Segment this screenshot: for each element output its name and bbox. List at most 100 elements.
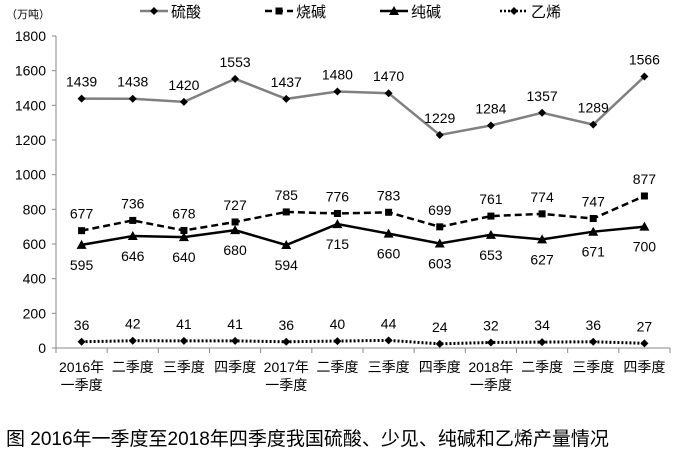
legend-label: 硫酸	[171, 4, 201, 21]
x-tick-label: 2017年	[264, 359, 309, 375]
series-1: 677 736 678 727 785 776 783 699 761 774 747 877	[70, 171, 657, 235]
data-label: 776	[326, 188, 350, 204]
triangle-marker	[639, 221, 650, 231]
x-tick-label: 三季度	[572, 359, 614, 375]
data-label: 40	[330, 316, 346, 332]
diamond-marker	[333, 337, 342, 346]
data-label: 595	[70, 257, 94, 273]
data-label: 36	[278, 317, 294, 333]
diamond-marker	[231, 336, 240, 345]
data-label: 680	[223, 242, 247, 258]
data-label: 627	[530, 251, 554, 267]
square-marker	[333, 209, 341, 217]
series-0: 1439 1438 1420 1553 1437 1480 1470 1229 1284 1357…	[66, 52, 660, 139]
triangle-marker	[230, 225, 241, 235]
diamond-marker	[77, 94, 86, 103]
data-label: 44	[381, 315, 397, 331]
square-marker	[385, 208, 393, 216]
diamond-marker	[640, 72, 649, 81]
data-label: 1470	[373, 68, 404, 84]
triangle-marker	[389, 6, 399, 15]
data-label: 34	[534, 317, 550, 333]
diamond-marker	[282, 94, 291, 103]
x-tick-label: 三季度	[368, 359, 410, 375]
x-tick-label: 一季度	[265, 377, 307, 393]
data-label: 1480	[322, 66, 353, 82]
diamond-marker	[384, 89, 393, 98]
diamond-marker	[538, 338, 547, 347]
chart-title: 图 2016年一季度至2018年四季度我国硫酸、少见、纯碱和乙烯产量情况	[6, 428, 609, 450]
diamond-marker	[179, 336, 188, 345]
square-marker	[180, 226, 188, 234]
data-label: 1566	[629, 52, 660, 68]
data-label: 594	[275, 257, 299, 273]
legend: 硫酸 烧碱 纯碱 乙烯	[140, 4, 561, 21]
x-tick-label: 四季度	[214, 359, 256, 375]
x-tick-label: 一季度	[61, 377, 103, 393]
diamond-marker	[510, 7, 518, 15]
y-tick-label: 400	[23, 271, 47, 287]
data-label: 671	[582, 244, 606, 260]
legend-label: 烧碱	[296, 4, 326, 21]
data-label: 640	[172, 249, 196, 265]
y-tick-label: 200	[23, 305, 47, 321]
data-label: 715	[326, 236, 350, 252]
data-label: 783	[377, 187, 401, 203]
data-label: 42	[125, 316, 141, 332]
x-tick-label: 二季度	[521, 359, 563, 375]
square-marker	[640, 192, 648, 200]
square-marker	[589, 215, 597, 223]
square-marker	[487, 212, 495, 220]
x-tick-label: 三季度	[163, 359, 205, 375]
axes: 0 200 400 600 800 1000 1200 1400 1600 1800 2016年一季…	[15, 28, 671, 393]
square-marker	[78, 227, 86, 235]
legend-label: 乙烯	[531, 4, 561, 21]
square-marker	[231, 218, 239, 226]
data-label: 646	[121, 248, 145, 264]
data-label: 1420	[168, 77, 199, 93]
x-tick-label: 2018年	[468, 359, 513, 375]
data-label: 603	[428, 255, 452, 271]
legend-label: 纯碱	[411, 4, 441, 21]
square-marker	[282, 208, 290, 216]
data-label: 678	[172, 205, 196, 221]
data-label: 41	[227, 316, 243, 332]
y-tick-label: 1400	[15, 97, 46, 113]
data-label: 1438	[117, 74, 148, 90]
data-label: 36	[585, 317, 601, 333]
diamond-marker	[435, 130, 444, 139]
diamond-marker	[589, 337, 598, 346]
data-label: 727	[223, 197, 247, 213]
data-label: 653	[479, 247, 503, 263]
square-marker	[275, 7, 283, 15]
diamond-marker	[384, 336, 393, 345]
data-label: 761	[479, 191, 503, 207]
data-label: 700	[633, 239, 657, 255]
x-tick-label: 二季度	[316, 359, 358, 375]
triangle-marker	[76, 239, 87, 249]
data-label: 27	[637, 318, 653, 334]
x-tick-label: 四季度	[623, 359, 665, 375]
series-line	[81, 338, 645, 346]
x-tick-label: 四季度	[419, 359, 461, 375]
triangle-marker	[485, 229, 496, 239]
y-tick-label: 1600	[15, 63, 46, 79]
x-tick-label: 二季度	[112, 359, 154, 375]
triangle-marker	[434, 238, 445, 248]
data-label: 877	[633, 171, 657, 187]
y-tick-label: 800	[23, 201, 47, 217]
data-label: 36	[74, 317, 90, 333]
triangle-marker	[537, 234, 548, 244]
triangle-marker	[383, 228, 394, 238]
series-line	[81, 222, 645, 247]
data-label: 699	[428, 202, 452, 218]
x-tick-label: 2016年	[59, 359, 104, 375]
data-label: 677	[70, 206, 94, 222]
diamond-marker	[486, 121, 495, 130]
diamond-marker	[128, 94, 137, 103]
diamond-marker	[333, 87, 342, 96]
series-line	[81, 75, 646, 137]
diamond-marker	[640, 339, 649, 348]
y-unit-label: （万吨）	[6, 8, 50, 21]
